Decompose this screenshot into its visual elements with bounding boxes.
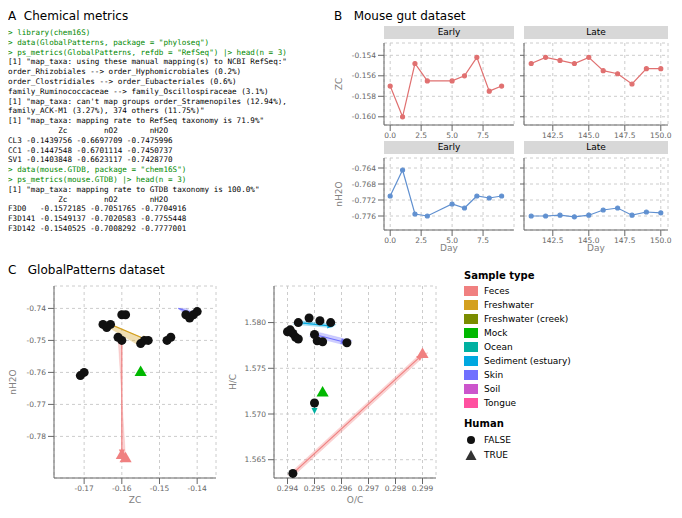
svg-text:7.5: 7.5 — [477, 236, 489, 245]
html-text:A Chemical metrics: A Chemical metrics — [8, 9, 129, 23]
svg-text:-0.15: -0.15 — [150, 484, 170, 493]
svg-text:-0.768: -0.768 — [352, 180, 376, 189]
html-text:FALSE: FALSE — [484, 434, 511, 445]
svg-text:-0.74: -0.74 — [27, 304, 47, 313]
html-text:Late: Late — [586, 27, 606, 37]
html-text:Early: Early — [437, 142, 461, 152]
svg-text:5.0: 5.0 — [446, 131, 458, 140]
html-text:Late: Late — [586, 142, 606, 152]
svg-text:2.5: 2.5 — [415, 131, 427, 140]
html-text:Early: Early — [437, 27, 461, 37]
html-text:CL3 -0.1439756 -0.6697709 -0.7: CL3 -0.1439756 -0.6697709 -0.7475996 — [8, 135, 173, 145]
svg-text:-0.78: -0.78 — [27, 432, 47, 441]
html-text:Freshwater: Freshwater — [484, 300, 534, 310]
svg-text:ZC: ZC — [334, 78, 344, 90]
svg-text:7.5: 7.5 — [477, 131, 489, 140]
svg-text:-0.16: -0.16 — [112, 484, 132, 493]
html-text:Sediment (estuary): Sediment (estuary) — [484, 356, 571, 366]
html-text:SV1 -0.1403848 -0.6623117 -0.7: SV1 -0.1403848 -0.6623117 -0.7428770 — [8, 155, 173, 165]
svg-text:0.0: 0.0 — [384, 236, 396, 245]
html-text:B Mouse gut dataset: B Mouse gut dataset — [334, 9, 466, 23]
svg-text:0.299: 0.299 — [412, 484, 434, 493]
svg-text:H/C: H/C — [228, 374, 238, 390]
html-text:C GlobalPatterns dataset: C GlobalPatterns dataset — [8, 263, 165, 277]
html-text:Tongue: Tongue — [484, 398, 517, 408]
svg-text:nH2O: nH2O — [334, 181, 344, 206]
svg-text:1.580: 1.580 — [245, 318, 267, 327]
html-text:F3D141 -0.1549137 -0.7020583 -: F3D141 -0.1549137 -0.7020583 -0.7755448 — [8, 214, 187, 224]
html-text:> data(GlobalPatterns, package: > data(GlobalPatterns, package = "phylos… — [8, 37, 210, 47]
svg-text:Day: Day — [587, 243, 605, 253]
svg-text:1.575: 1.575 — [245, 364, 267, 373]
svg-text:147.5: 147.5 — [614, 131, 636, 140]
svg-text:-0.76: -0.76 — [27, 368, 47, 377]
html-text:order_Rhizobiales --> order_Hy: order_Rhizobiales --> order_Hyphomicrobi… — [8, 67, 242, 77]
svg-text:-0.75: -0.75 — [27, 336, 47, 345]
html-text:Sample type: Sample type — [464, 270, 535, 281]
svg-text:nH2O: nH2O — [8, 369, 18, 394]
html-text:[1] "map_taxa: can't map group: [1] "map_taxa: can't map groups order_St… — [8, 96, 287, 106]
svg-text:0.296: 0.296 — [331, 484, 353, 493]
svg-text:-0.776: -0.776 — [352, 212, 376, 221]
svg-text:0.0: 0.0 — [384, 131, 396, 140]
html-text:order_Clostridiales --> order_: order_Clostridiales --> order_Eubacteria… — [8, 77, 237, 86]
html-text:> data(mouse.GTDB, package = ": > data(mouse.GTDB, package = "chem16S") — [8, 165, 187, 175]
svg-text:0.295: 0.295 — [304, 484, 326, 493]
html-text:CC1 -0.1447548 -0.6701114 -0.7: CC1 -0.1447548 -0.6701114 -0.7450737 — [8, 145, 173, 155]
html-text:family_ACK-M1 (3.27%), 374 oth: family_ACK-M1 (3.27%), 374 others (11.75… — [8, 106, 205, 116]
svg-text:5.0: 5.0 — [446, 236, 459, 246]
svg-text:147.5: 147.5 — [614, 236, 636, 245]
html-text:Skin: Skin — [484, 370, 504, 380]
html-text:Feces: Feces — [484, 286, 510, 296]
svg-text:0.294: 0.294 — [277, 484, 299, 493]
html-text:Zc nO2 nH2O: Zc nO2 nH2O — [8, 126, 168, 135]
svg-text:ZC: ZC — [129, 495, 141, 505]
html-text:> ps_metrics(GlobalPatterns, r: > ps_metrics(GlobalPatterns, refdb = "Re… — [8, 47, 287, 57]
svg-text:O/C: O/C — [347, 495, 363, 505]
svg-text:142.5: 142.5 — [542, 131, 564, 140]
html-text:family_Ruminococcaceae --> fam: family_Ruminococcaceae --> family_Oscill… — [8, 86, 269, 96]
html-text:Soil: Soil — [484, 384, 501, 394]
svg-text:1.570: 1.570 — [245, 410, 267, 419]
svg-text:-0.154: -0.154 — [352, 51, 376, 60]
svg-text:Day: Day — [440, 243, 458, 253]
html-text:Freshwater (creek): Freshwater (creek) — [484, 314, 569, 324]
html-text:Mock: Mock — [484, 328, 508, 338]
html-text:TRUE: TRUE — [484, 449, 508, 460]
html-text:F3D0 -0.1572185 -0.7051765 -0.: F3D0 -0.1572185 -0.7051765 -0.7704916 — [8, 204, 187, 214]
html-text:Zc nO2 nH2O: Zc nO2 nH2O — [8, 194, 168, 204]
html-text:Ocean: Ocean — [484, 342, 513, 352]
svg-text:-0.772: -0.772 — [352, 196, 376, 205]
svg-text:150.0: 150.0 — [650, 236, 672, 245]
svg-text:2.5: 2.5 — [415, 236, 427, 245]
svg-text:145.0: 145.0 — [578, 236, 600, 246]
html-text:[1] "map_taxa: mapping rate to: [1] "map_taxa: mapping rate to RefSeq ta… — [8, 116, 264, 126]
html-text:> library(chem16S): > library(chem16S) — [8, 28, 91, 37]
svg-text:-0.160: -0.160 — [352, 112, 376, 121]
html-text:Human: Human — [464, 418, 504, 429]
html-text:[1] "map_taxa: mapping rate to: [1] "map_taxa: mapping rate to GTDB taxo… — [8, 184, 260, 194]
svg-text:0.298: 0.298 — [385, 484, 407, 493]
svg-text:0.297: 0.297 — [358, 484, 380, 493]
svg-text:-0.14: -0.14 — [187, 484, 207, 493]
svg-text:142.5: 142.5 — [542, 236, 564, 245]
svg-text:-0.17: -0.17 — [74, 484, 94, 493]
html-text:[1] "map_taxa: using these man: [1] "map_taxa: using these manual mappin… — [8, 57, 287, 67]
svg-text:145.0: 145.0 — [578, 131, 600, 140]
svg-text:-0.158: -0.158 — [352, 92, 376, 101]
svg-text:-0.77: -0.77 — [27, 400, 47, 409]
svg-text:150.0: 150.0 — [650, 131, 672, 140]
svg-text:-0.764: -0.764 — [352, 164, 376, 173]
svg-text:-0.156: -0.156 — [352, 71, 376, 80]
html-text:F3D142 -0.1540525 -0.7008292 -: F3D142 -0.1540525 -0.7008292 -0.7777001 — [8, 223, 187, 233]
html-text:> ps_metrics(mouse.GTDB) |> he: > ps_metrics(mouse.GTDB) |> head(n = 3) — [8, 175, 187, 184]
svg-text:1.565: 1.565 — [245, 455, 267, 464]
